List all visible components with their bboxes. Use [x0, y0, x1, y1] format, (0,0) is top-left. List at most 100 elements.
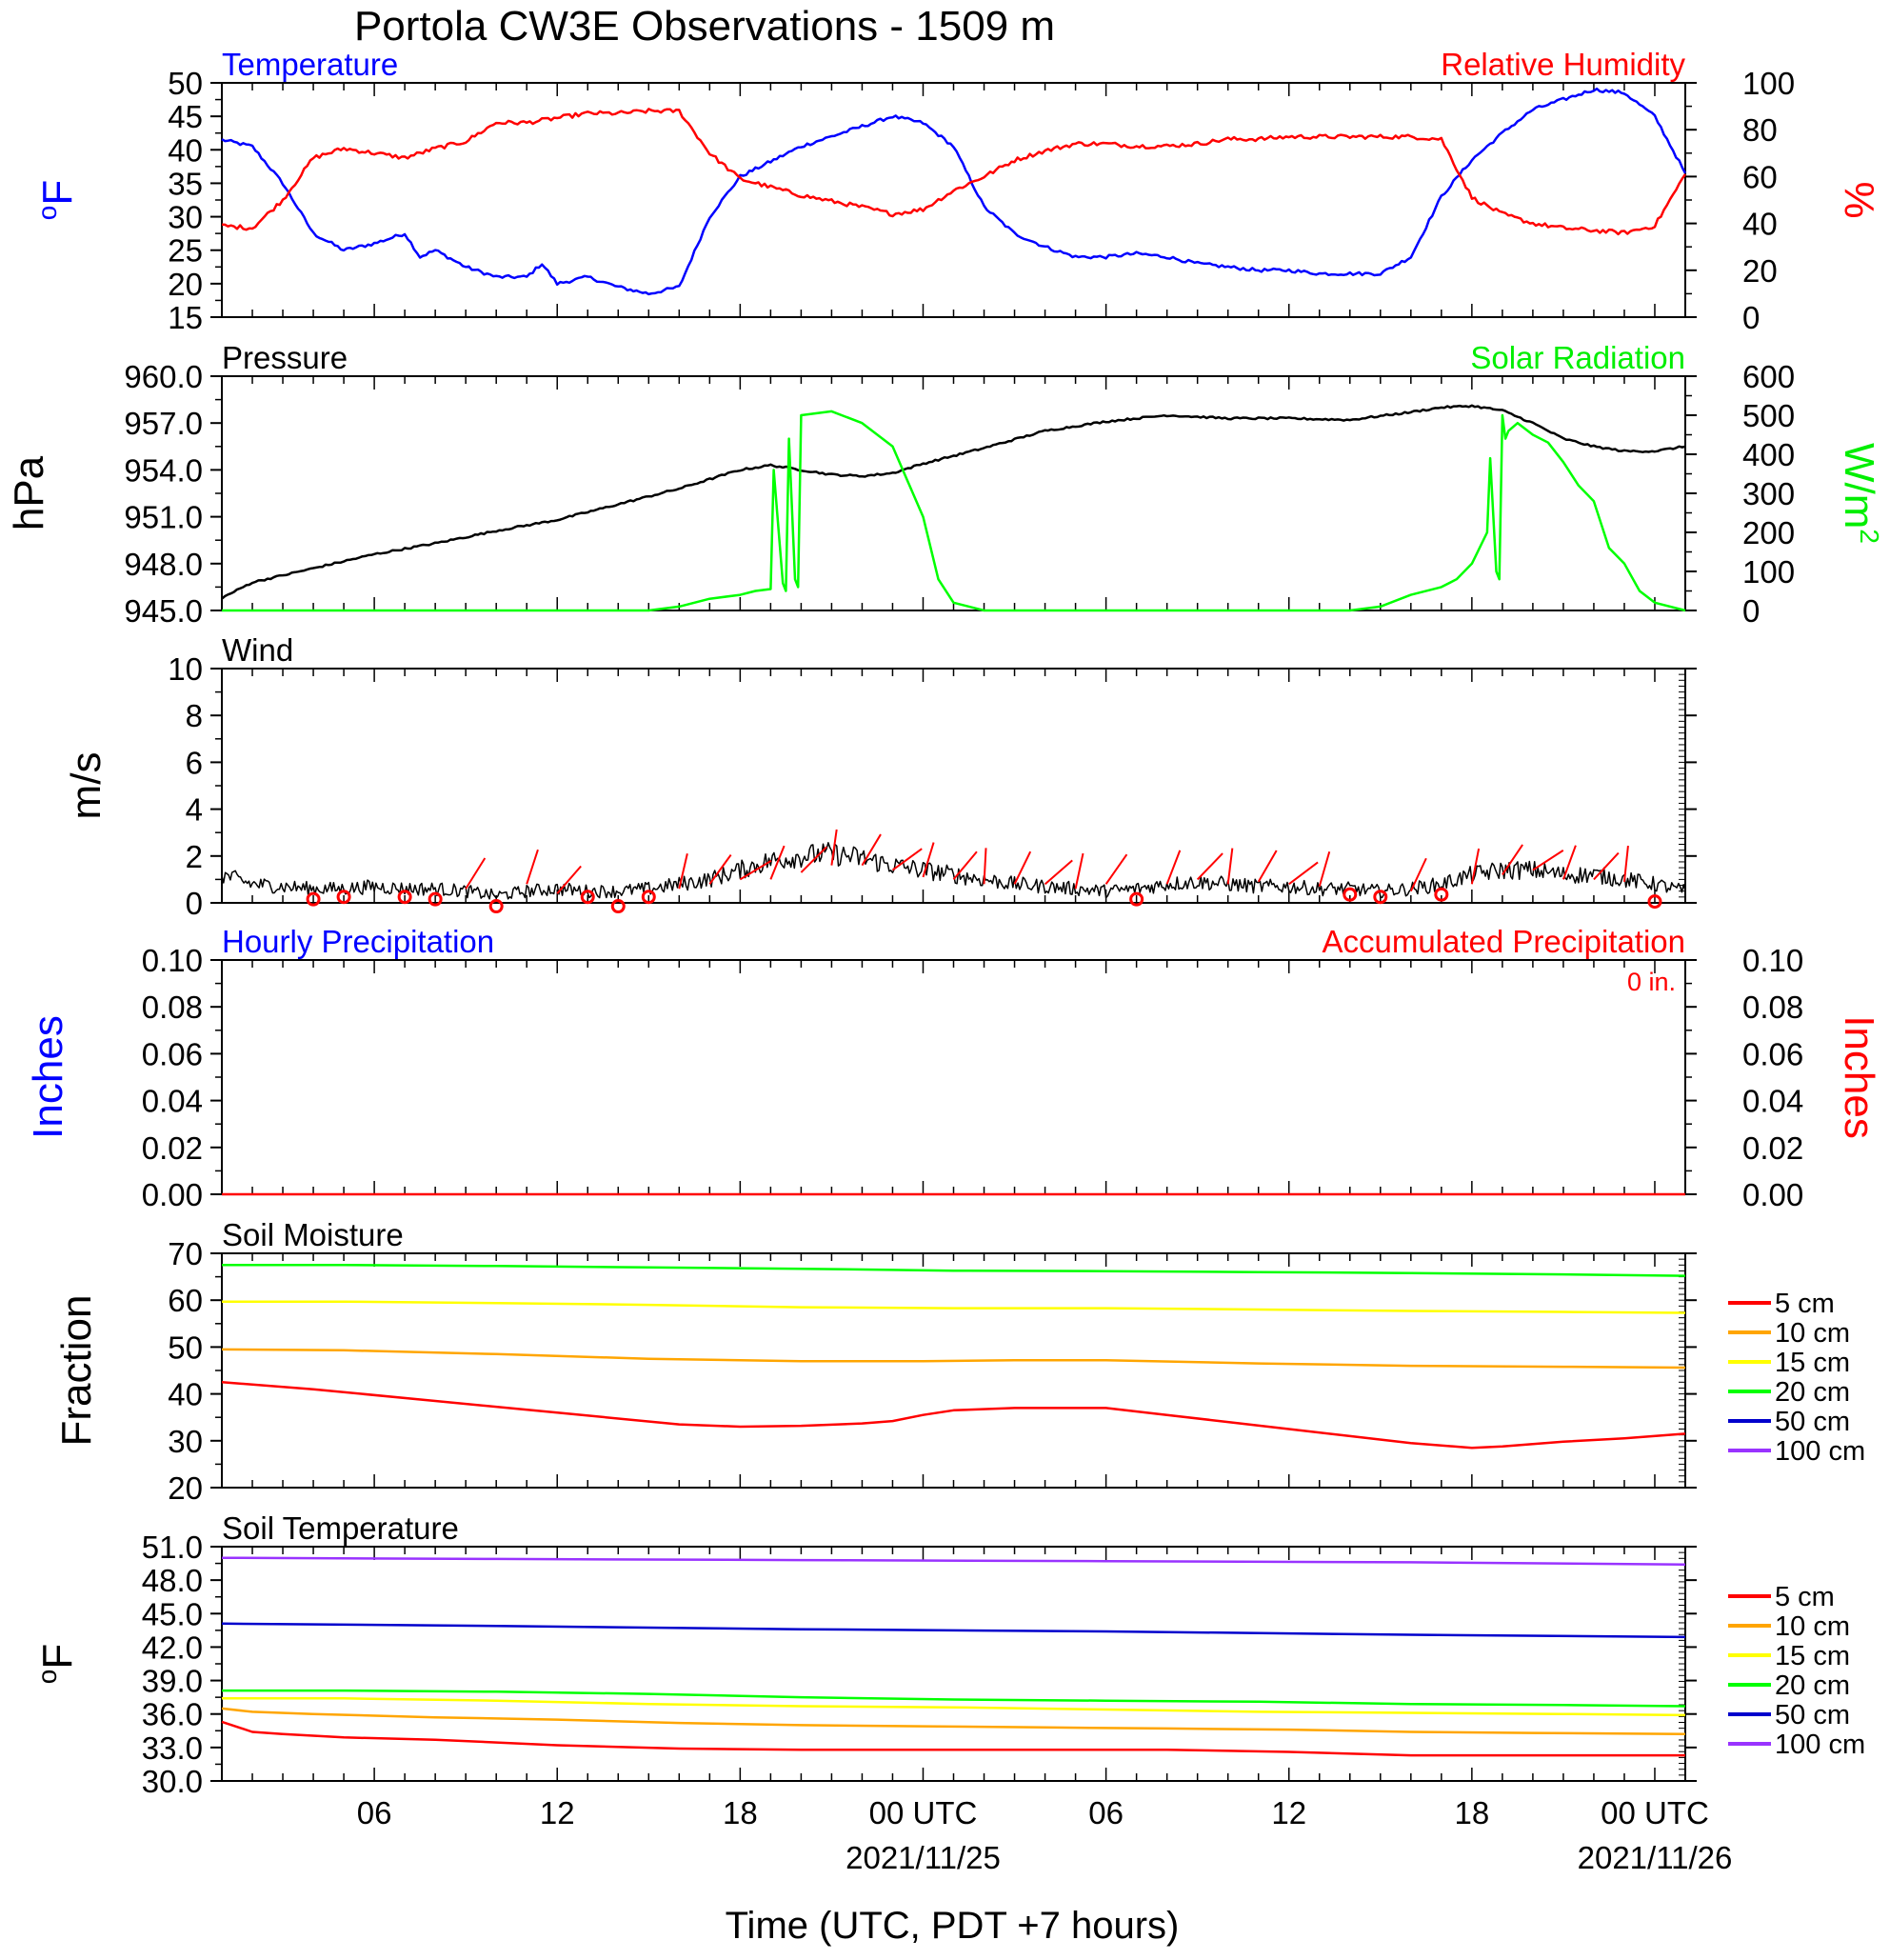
x-tick-label: 18 [723, 1795, 758, 1830]
series-wind-barbs [306, 829, 1662, 914]
y-tick-label-left: 40 [168, 132, 203, 168]
y-tick-label-left: 48.0 [142, 1563, 203, 1598]
series-line [222, 410, 1686, 612]
y-tick-label-left: 954.0 [124, 452, 203, 488]
y-tick-label-right: 500 [1742, 398, 1795, 433]
precip-total-annotation: 0 in. [1627, 968, 1676, 996]
y-tick-label-left: 0 [186, 886, 203, 921]
wind-barb [922, 842, 935, 878]
wind-barb [1165, 850, 1182, 885]
y-tick-label-left: 30 [168, 1424, 203, 1459]
series-wind [221, 842, 1686, 900]
y-tick-label-left: 20 [168, 1470, 203, 1506]
wind-barb [769, 845, 786, 880]
y-tick-label-left: 30.0 [142, 1764, 203, 1799]
panel-title-left: Wind [222, 632, 293, 668]
series-5-cm [221, 1720, 1685, 1757]
wind-barb [952, 850, 978, 881]
y-axis-label-right: Inches [1836, 1015, 1882, 1139]
y-axis-label-left: oF [32, 180, 81, 220]
y-tick-label-right: 80 [1742, 112, 1778, 148]
y-tick-label-left: 948.0 [124, 547, 203, 582]
series-line [221, 1556, 1686, 1566]
plot-frame [221, 82, 1686, 318]
y-tick-label-left: 957.0 [124, 406, 203, 441]
y-tick-label-left: 33.0 [142, 1730, 203, 1766]
wind-barb [1532, 850, 1564, 871]
x-axis: 06 12 18 00 UTC 2021/11/25 06 12 18 00 UTC 2021/1… [357, 1795, 1733, 1875]
wind-calm-marker [641, 890, 656, 905]
series-relative-humidity [221, 108, 1687, 236]
y-tick-label-left: 0.08 [142, 990, 203, 1025]
series-100-cm [221, 1556, 1686, 1566]
series-50-cm [221, 1622, 1686, 1639]
plot-frame [221, 959, 1686, 1195]
y-tick-label-left: 60 [168, 1283, 203, 1318]
wind-calm-marker [1647, 894, 1662, 910]
legend-label: 100 cm [1775, 1436, 1865, 1467]
series-line [222, 1697, 1686, 1717]
panel-title-left: Soil Moisture [222, 1217, 404, 1252]
y-tick-label-right: 400 [1742, 437, 1795, 472]
y-tick-label-left: 6 [186, 745, 203, 780]
series-line [221, 1720, 1685, 1757]
series-5-cm [221, 1381, 1686, 1450]
wind-barb [526, 849, 539, 885]
y-axis-label-left: m/s [63, 752, 109, 820]
series-line [221, 842, 1686, 900]
y-tick-label-left: 4 [186, 792, 203, 828]
panel-title-right: Accumulated Precipitation [1322, 924, 1685, 959]
y-tick-label-left: 25 [168, 233, 203, 269]
wind-barb [1104, 853, 1128, 885]
wind-calm-marker [580, 890, 595, 905]
y-tick-label-left: 10 [168, 651, 203, 687]
x-date-label: 2021/11/26 [1578, 1840, 1733, 1875]
wind-barb [1318, 850, 1331, 888]
y-tick-label-left: 42.0 [142, 1630, 203, 1665]
panel-title-left: Temperature [222, 47, 398, 82]
wind-barb [1196, 852, 1224, 881]
x-tick-label: 06 [1088, 1795, 1124, 1830]
legend-label: 20 cm [1775, 1670, 1850, 1701]
y-tick-label-left: 70 [168, 1236, 203, 1271]
panel-pressure_solar: 960.0 957.0 954.0 951.0 948.0 945.0 600 500 400 3… [6, 340, 1884, 629]
series-line [221, 1381, 1686, 1450]
panel-title-right: Solar Radiation [1470, 340, 1685, 375]
series-15-cm [222, 1300, 1686, 1314]
y-axis-label-left: hPa [6, 455, 52, 530]
series-10-cm [221, 1348, 1686, 1370]
y-tick-label-left: 0.00 [142, 1177, 203, 1212]
y-tick-label-right: 0.00 [1742, 1177, 1803, 1212]
y-tick-label-right: 0 [1742, 593, 1760, 629]
y-tick-label-right: 600 [1742, 359, 1795, 394]
legend-label: 20 cm [1775, 1377, 1850, 1408]
wind-barb [739, 859, 772, 881]
y-axis-label-right: W/m2 [1836, 443, 1884, 544]
y-tick-label-left: 39.0 [142, 1664, 203, 1699]
y-tick-label-left: 45 [168, 99, 203, 134]
y-tick-label-left: 945.0 [124, 593, 203, 629]
series-15-cm [222, 1697, 1686, 1717]
panel-wind: 10 8 6 4 2 0 Wind m/s [63, 632, 1697, 921]
y-tick-label-left: 20 [168, 267, 203, 302]
y-tick-label-right: 0 [1742, 300, 1760, 335]
wind-calm-marker [1343, 887, 1358, 902]
panel-title-left: Pressure [222, 340, 348, 375]
y-tick-label-right: 200 [1742, 515, 1795, 550]
wind-calm-marker [610, 899, 626, 914]
wind-calm-marker [1434, 887, 1449, 902]
y-axis-label-left: oF [32, 1644, 81, 1684]
legend-label: 50 cm [1775, 1407, 1850, 1437]
y-tick-label-right: 0.06 [1742, 1036, 1803, 1071]
wind-barb [1013, 850, 1032, 885]
y-tick-label-left: 30 [168, 200, 203, 235]
legend-label: 5 cm [1775, 1582, 1835, 1612]
wind-calm-marker [397, 890, 412, 905]
panel-soil_temperature: 51.048.045.042.039.036.033.030.0 Soil Tem… [32, 1510, 1865, 1799]
y-tick-label-right: 300 [1742, 476, 1795, 511]
y-tick-label-left: 45.0 [142, 1596, 203, 1631]
wind-barb [1470, 848, 1481, 885]
panel-soil_moisture: 70 60 50 40 30 20 Soil Moisture Fraction 5 cm10 … [53, 1217, 1865, 1506]
y-tick-label-right: 0.10 [1742, 943, 1803, 978]
legend-label: 15 cm [1775, 1348, 1850, 1378]
